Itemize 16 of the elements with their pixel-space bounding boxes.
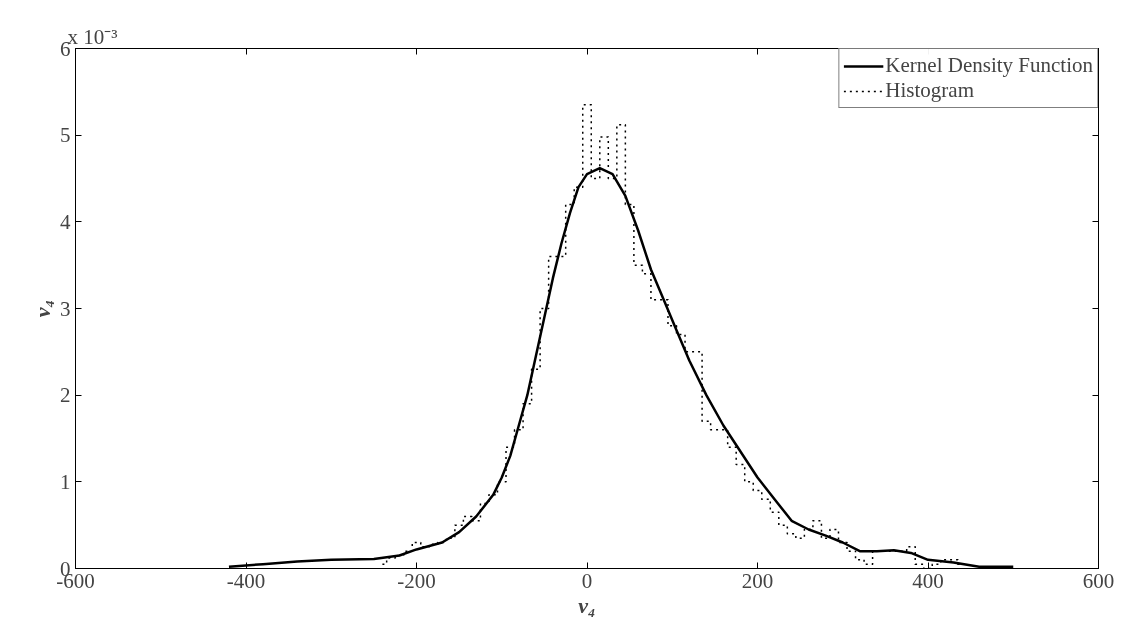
x-tick-label: 200 bbox=[741, 568, 774, 593]
x-tick-label: -400 bbox=[226, 568, 266, 593]
x-tick-label: 0 bbox=[581, 568, 593, 593]
x-tick-label: -200 bbox=[397, 568, 436, 593]
legend-label: Histogram bbox=[885, 78, 975, 103]
x-tick-label: 400 bbox=[912, 568, 944, 593]
x-axis-title: v₄ bbox=[578, 592, 596, 618]
y-tick-label: 5 bbox=[60, 123, 71, 148]
y-tick-label: 1 bbox=[60, 469, 71, 494]
y-axis-title: v₄ bbox=[30, 299, 55, 318]
y-tick-label: 3 bbox=[60, 296, 71, 321]
y-tick-label: 6 bbox=[60, 36, 71, 61]
x-tick-label: 600 bbox=[1082, 568, 1115, 593]
y-tick-label: 2 bbox=[60, 383, 71, 408]
y-tick-label: 4 bbox=[60, 209, 71, 234]
legend-label: Kernel Density Function bbox=[885, 53, 1093, 78]
